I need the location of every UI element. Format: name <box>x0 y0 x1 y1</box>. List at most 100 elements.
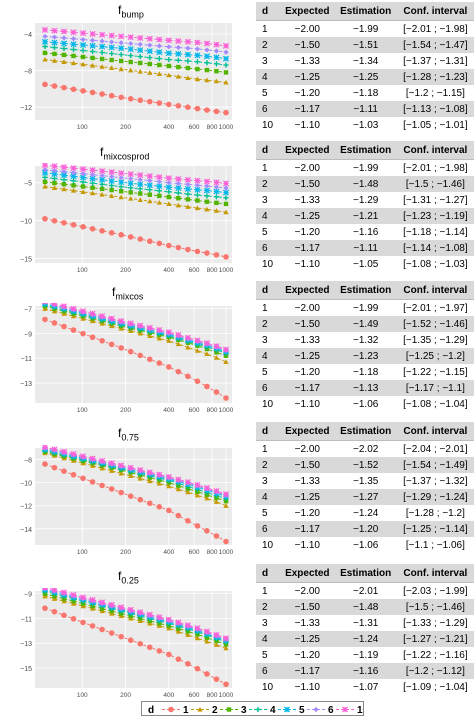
data-point-1 <box>80 223 86 230</box>
column-header: d <box>256 281 280 300</box>
data-point-10 <box>203 484 210 491</box>
data-point-5 <box>51 39 58 46</box>
table-row: 2 −1.50 −1.49 [−1.52 ; −1.46] <box>256 316 474 332</box>
data-point-3 <box>195 198 200 203</box>
chart-bump: −12 −8 −4 100 200 400 600 800 1000 <box>20 23 234 131</box>
data-point-1 <box>137 236 144 242</box>
data-point-10 <box>99 31 106 38</box>
data-point-10 <box>222 635 230 642</box>
table-cell: −1.50 <box>280 316 335 332</box>
data-point-10 <box>51 303 58 307</box>
table-cell: 2 <box>256 37 280 53</box>
data-point-10 <box>146 35 153 42</box>
table-cell: −1.10 <box>294 398 320 410</box>
column-header: Conf. interval <box>396 281 474 300</box>
data-point-3 <box>61 52 67 58</box>
data-point-4 <box>89 48 96 55</box>
data-point-10 <box>99 457 106 464</box>
data-point-5 <box>194 52 201 59</box>
data-point-1 <box>194 523 201 529</box>
data-point-2 <box>175 628 181 634</box>
y-tick-label: −13 <box>20 381 32 388</box>
table-cell: [−1.2 ; −1.12] <box>396 663 474 679</box>
data-point-1 <box>194 378 201 384</box>
data-point-10 <box>99 168 106 175</box>
table-cell: −1.25 <box>280 489 335 505</box>
data-point-1 <box>223 538 229 545</box>
table-row: 2 −1.50 −1.52 [−1.54 ; −1.49] <box>256 457 474 473</box>
column-header: Conf. interval <box>396 564 474 583</box>
data-point-10 <box>213 343 220 350</box>
data-point-1 <box>89 89 96 96</box>
data-point-4 <box>213 194 220 200</box>
data-point-2 <box>80 189 86 194</box>
data-point-4 <box>194 192 201 198</box>
x-tick-label: 100 <box>77 124 88 131</box>
data-point-10 <box>194 39 201 46</box>
data-point-1 <box>204 107 210 113</box>
data-point-5 <box>70 41 77 48</box>
data-point-6 <box>223 49 229 55</box>
x-tick-label: 400 <box>163 124 174 131</box>
table-cell: −1.51 <box>334 37 397 53</box>
data-point-10 <box>203 628 210 635</box>
data-point-10 <box>203 40 210 47</box>
data-point-1 <box>185 104 191 111</box>
x-tick-label: 800 <box>207 549 218 556</box>
data-point-5 <box>89 42 96 49</box>
data-point-3 <box>52 51 57 57</box>
table-cell: −1.50 <box>280 457 335 473</box>
legend-marker-1 <box>168 706 174 713</box>
data-point-10 <box>80 166 87 173</box>
data-point-1 <box>166 101 172 108</box>
table-cell: −1.11 <box>334 240 397 256</box>
data-point-1 <box>213 108 220 115</box>
data-point-6 <box>147 42 153 48</box>
data-point-10 <box>146 173 153 180</box>
data-point-2 <box>185 632 191 637</box>
data-point-1 <box>175 368 182 375</box>
table-cell: [−1.18 ; −1.14] <box>403 226 468 238</box>
data-point-1 <box>70 616 77 622</box>
table-header-row: d Expected Estimation Conf. interval <box>256 2 474 21</box>
table-cell: −2.02 <box>353 443 379 455</box>
table-cell: 4 <box>256 631 280 647</box>
data-point-10 <box>165 473 172 480</box>
table-cell: −1.25 <box>334 69 397 85</box>
table-cell: −1.50 <box>280 176 335 192</box>
data-point-3 <box>90 55 95 61</box>
data-point-10 <box>175 476 182 483</box>
y-tick-label: −13 <box>20 641 32 648</box>
data-point-10 <box>118 33 125 40</box>
data-point-4 <box>42 174 48 180</box>
data-point-1 <box>175 512 182 519</box>
data-point-6 <box>128 176 134 182</box>
data-point-5 <box>222 55 230 62</box>
x-tick-label: 800 <box>207 407 218 414</box>
table-header-row: d Expected Estimation Conf. interval <box>256 141 474 160</box>
data-point-1 <box>51 464 58 471</box>
table-cell: [−2.03 ; −1.99] <box>403 585 468 597</box>
table-cell: [−1.23 ; −1.19] <box>396 208 474 224</box>
data-point-1 <box>223 109 229 116</box>
data-point-2 <box>213 208 220 213</box>
data-point-3 <box>147 61 152 67</box>
table-cell: 1 <box>262 302 268 314</box>
data-point-1 <box>213 389 220 395</box>
data-point-2 <box>70 313 77 319</box>
table-header-row: d Expected Estimation Conf. interval <box>256 281 474 300</box>
data-point-4 <box>89 180 96 186</box>
data-point-2 <box>99 320 105 326</box>
data-point-5 <box>184 51 191 58</box>
table-row: 2 −1.50 −1.48 [−1.5 ; −1.46] <box>256 599 474 615</box>
data-point-3 <box>80 184 86 189</box>
chart-title-sub: mixcosprod <box>103 151 150 162</box>
table-cell: −1.10 <box>294 119 320 131</box>
data-point-2 <box>137 197 143 202</box>
data-point-3 <box>157 193 162 199</box>
table-cell: 10 <box>262 398 274 410</box>
y-tick-label: −15 <box>20 256 32 263</box>
data-point-5 <box>137 181 144 188</box>
table-cell: −2.00 <box>294 585 320 597</box>
data-point-10 <box>146 611 153 618</box>
